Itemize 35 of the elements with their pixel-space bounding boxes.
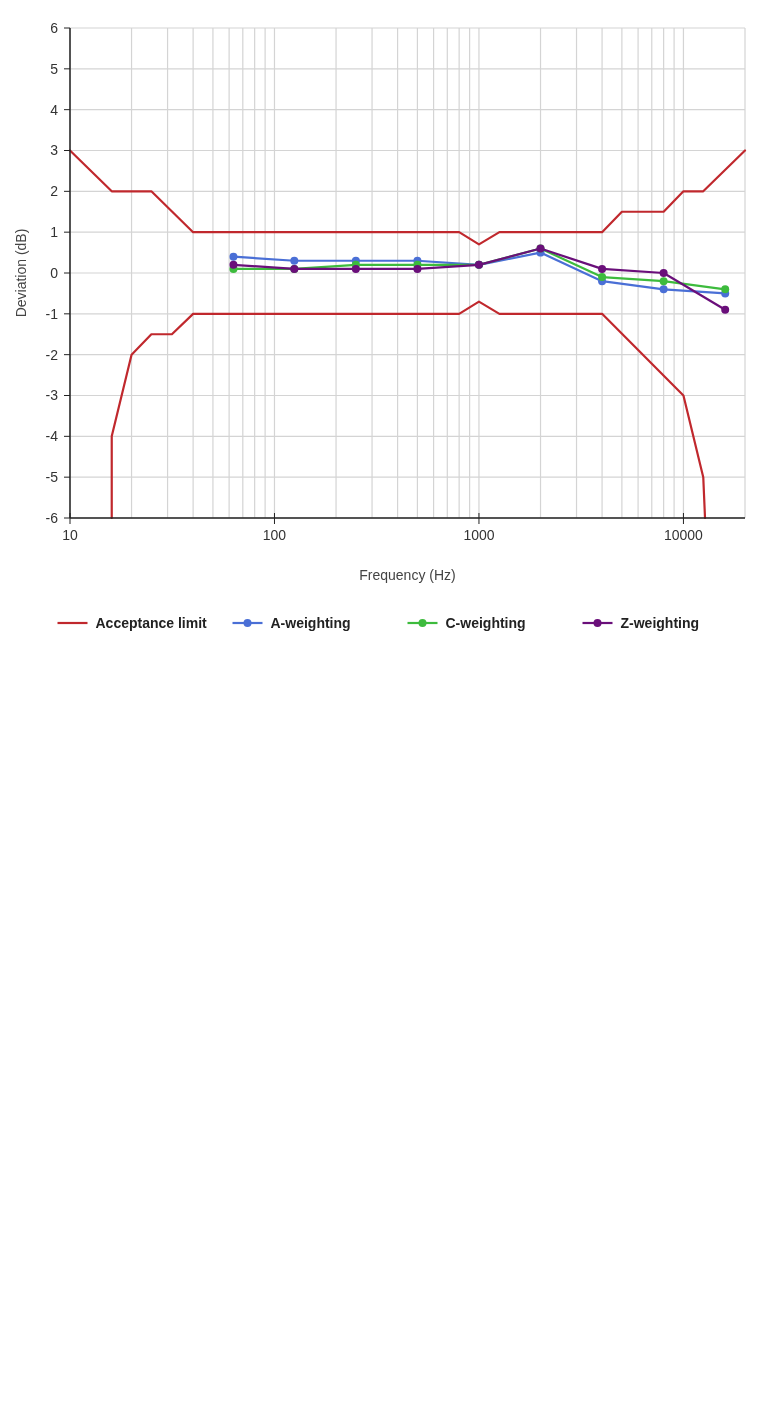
point: [413, 264, 422, 273]
legend-label: C-weighting: [445, 614, 526, 631]
y-tick-label: -6: [45, 509, 59, 526]
y-tick-label: -4: [45, 428, 59, 445]
x-tick-label: 10000: [663, 527, 704, 543]
point: [659, 277, 668, 286]
legend-label: Z-weighting: [620, 614, 700, 631]
y-tick-label: 0: [50, 264, 59, 281]
y-tick-label: 4: [50, 101, 59, 118]
y-tick-label: -2: [45, 346, 59, 363]
y-tick-label: 6: [50, 19, 59, 36]
y-axis-title: Deviation (dB): [13, 228, 29, 318]
y-tick-label: 2: [50, 183, 59, 200]
point: [351, 264, 360, 273]
legend-label: A-weighting: [270, 614, 351, 631]
point: [721, 285, 730, 294]
point: [598, 273, 607, 282]
x-tick-label: 10: [62, 527, 78, 543]
x-tick-label: 100: [262, 527, 287, 543]
x-tick-label: 1000: [463, 527, 495, 543]
y-tick-label: 1: [50, 224, 59, 241]
y-tick-label: -5: [45, 469, 59, 486]
y-tick-label: -1: [45, 305, 59, 322]
point: [290, 256, 299, 265]
point: [229, 252, 238, 261]
legend-label: Acceptance limit: [95, 614, 208, 631]
y-tick-label: 3: [50, 142, 59, 159]
y-tick-label: -3: [45, 387, 59, 404]
point: [721, 305, 730, 314]
x-axis-title: Frequency (Hz): [359, 567, 456, 583]
point: [659, 285, 668, 294]
point: [229, 260, 238, 269]
point: [598, 264, 607, 273]
point: [659, 269, 668, 277]
y-tick-label: 5: [50, 60, 59, 77]
